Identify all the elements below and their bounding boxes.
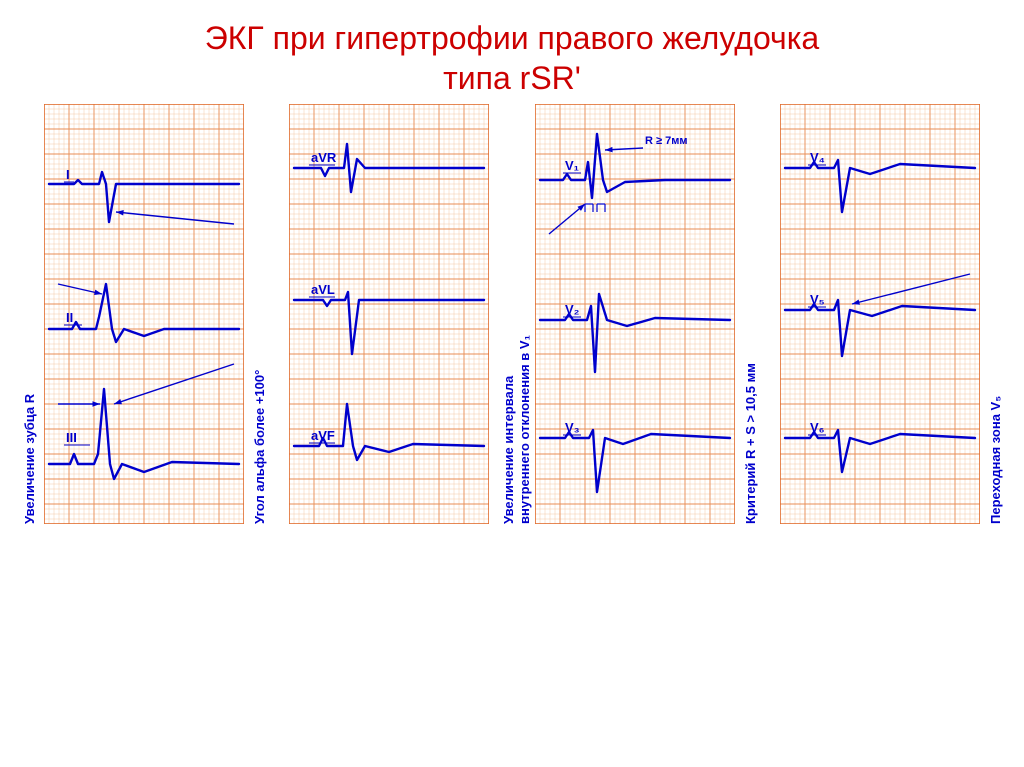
side-annotation: внутреннего отклонения в V₁ [517,104,532,524]
panel-2: aVR aVL aVF [289,104,489,524]
svg-text:aVL: aVL [311,282,335,297]
side-annotation: Увеличение интервала [501,104,516,524]
page-title: ЭКГ при гипертрофии правого желудочка ти… [0,0,1024,104]
title-l1: ЭКГ при гипертрофии правого желудочка [205,20,819,56]
panel-3: V₁V₂V₃R ≥ 7ммУвеличение интервалавнутрен… [535,104,735,524]
svg-text:II: II [66,310,73,325]
svg-text:V₁: V₁ [565,158,579,173]
svg-text:V₅: V₅ [810,292,825,307]
svg-text:V₄: V₄ [810,150,825,165]
svg-text:V₆: V₆ [810,420,825,435]
side-annotation: Угол альфа более +100° [252,104,267,524]
side-annotation: Увеличение зубца R [22,104,37,524]
svg-text:aVF: aVF [311,428,335,443]
svg-text:V₂: V₂ [565,302,580,317]
svg-text:aVR: aVR [311,150,337,165]
svg-text:III: III [66,430,77,445]
svg-text:V₃: V₃ [565,420,580,435]
title-l2: типа rSR' [443,60,581,96]
panel-4: V₄V₅V₆Переходная зона V₅ [780,104,980,524]
side-annotation: Критерий R + S > 10,5 мм [743,104,758,524]
side-annotation: Переходная зона V₅ [988,104,1003,524]
panel-1: IIIIIIУвеличение зубца RУгол альфа более… [44,104,244,524]
svg-text:R ≥ 7мм: R ≥ 7мм [645,135,688,147]
svg-text:I: I [66,167,70,182]
ecg-row: IIIIIIУвеличение зубца RУгол альфа более… [0,104,1024,524]
